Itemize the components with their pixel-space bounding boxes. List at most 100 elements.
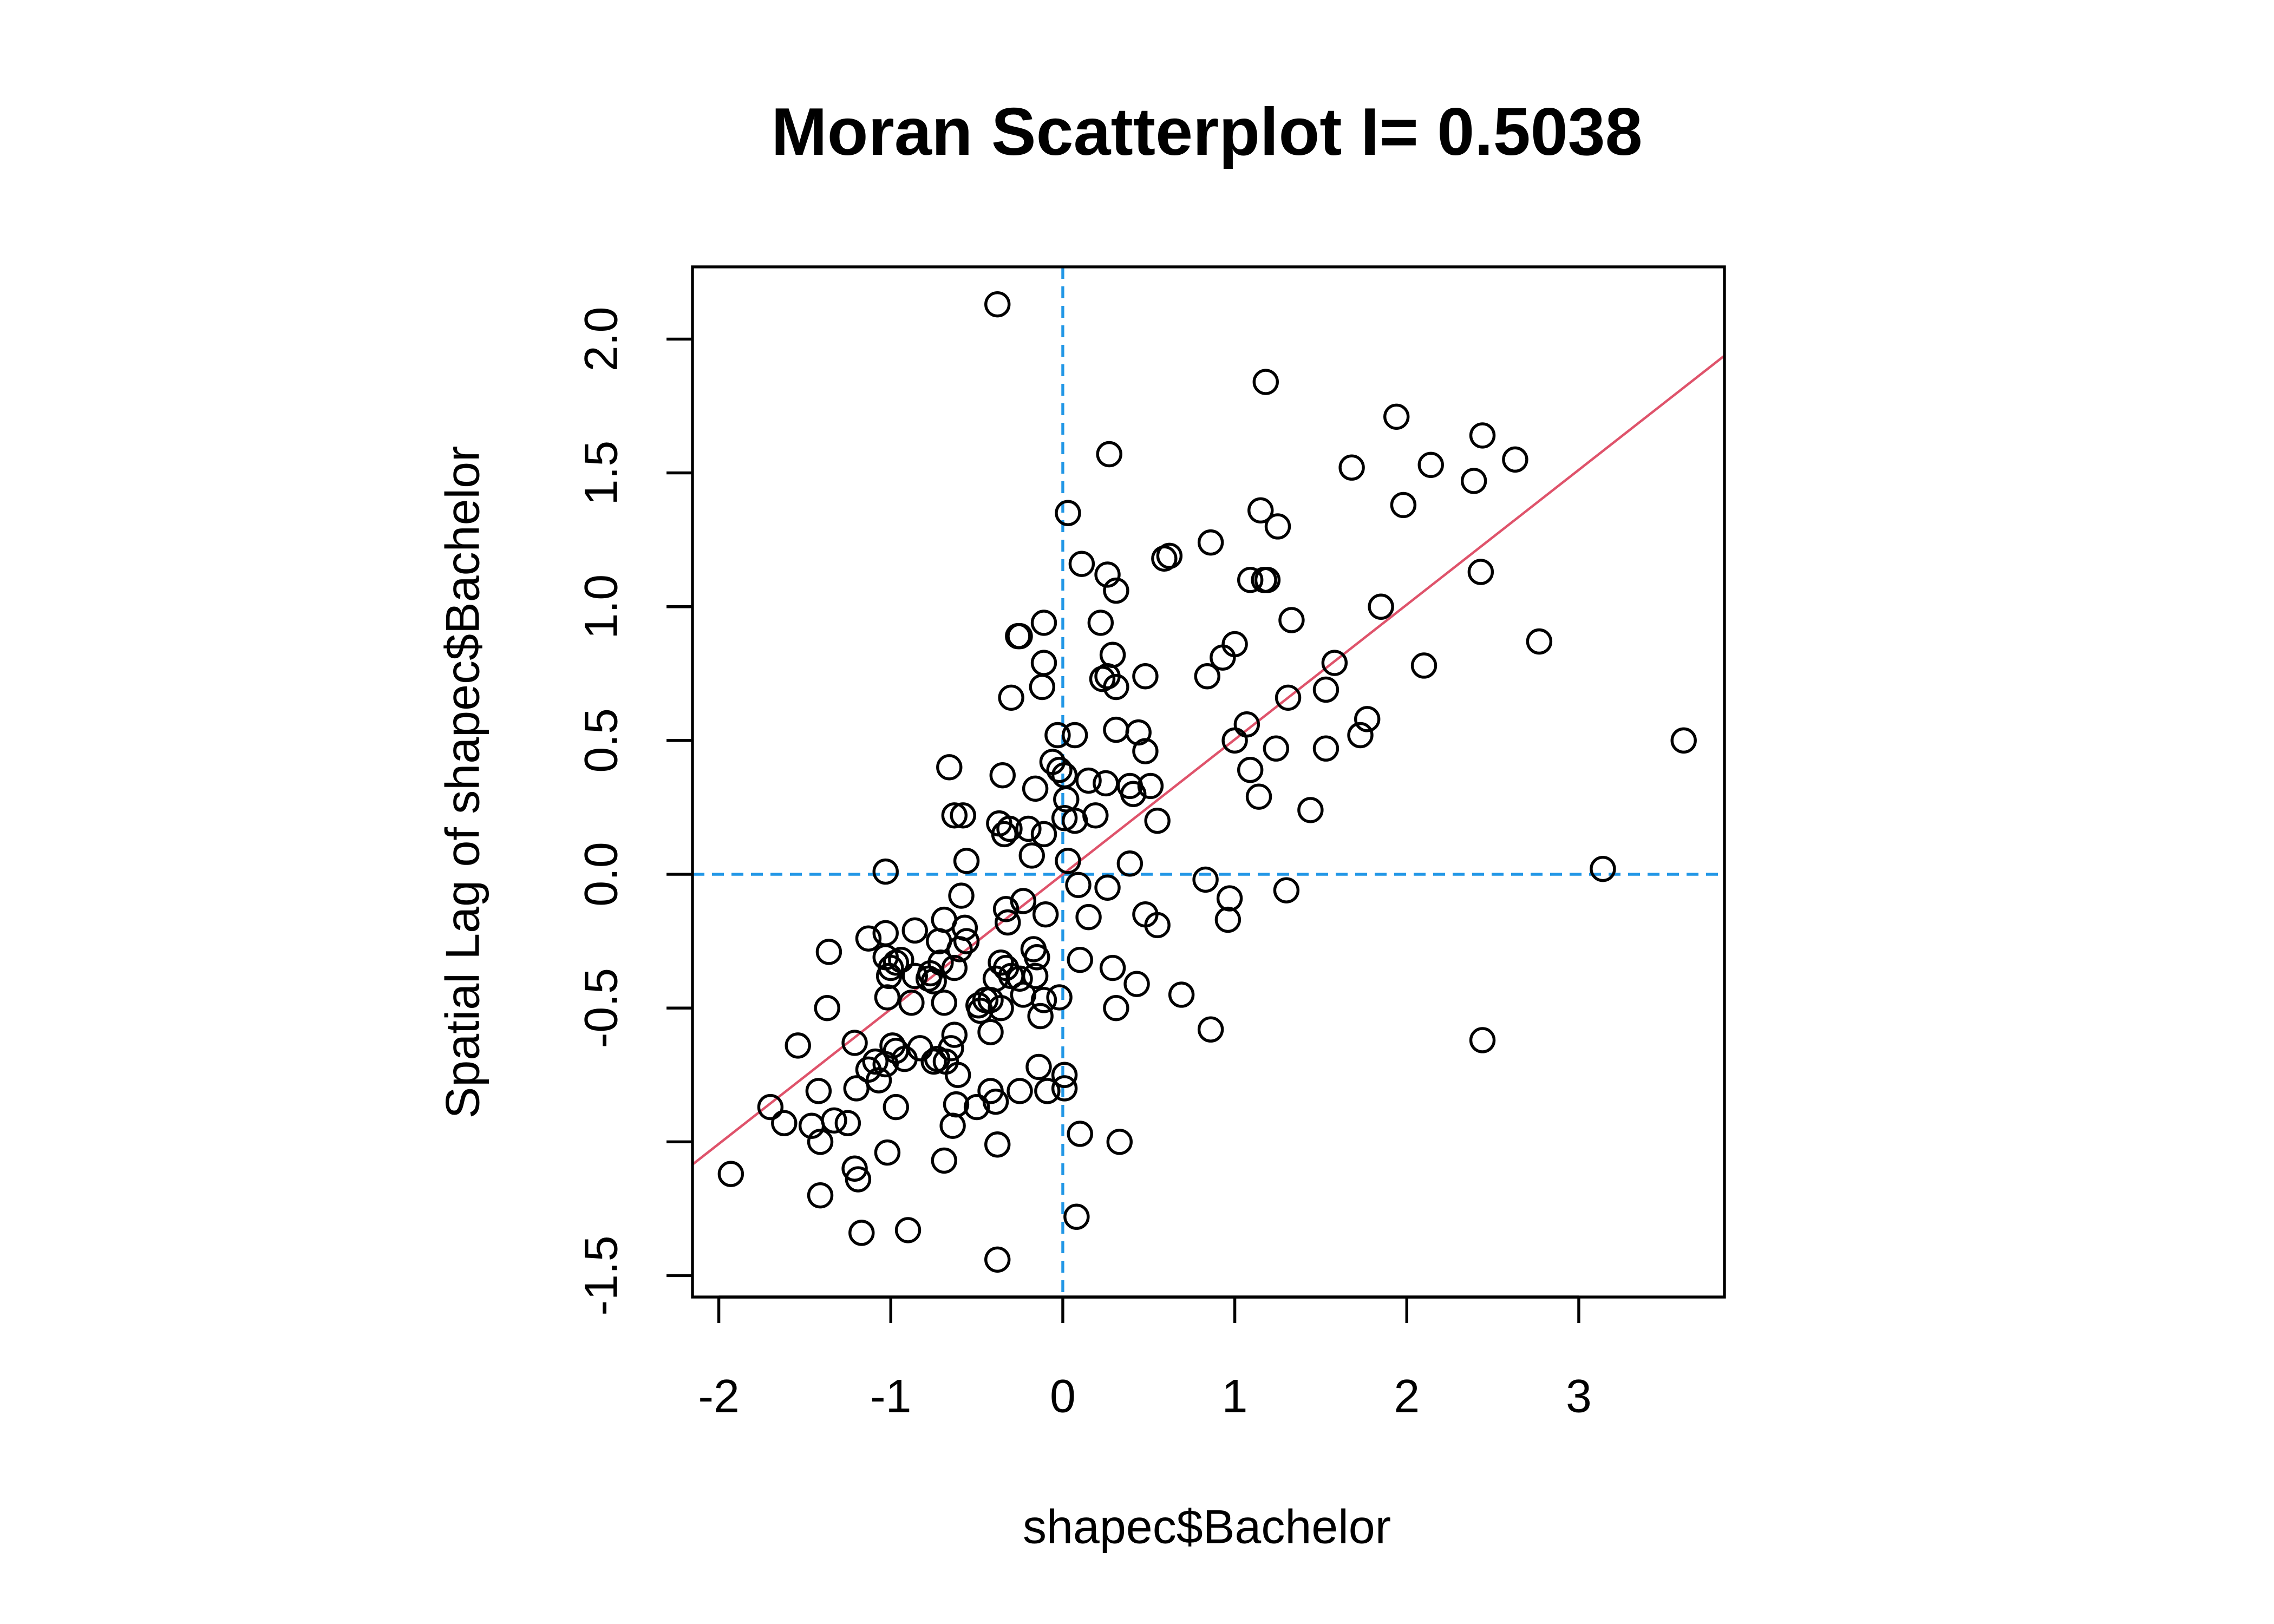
point [1194, 663, 1220, 690]
point [848, 1220, 875, 1246]
point [998, 684, 1024, 711]
point [807, 1129, 834, 1155]
x-tick-label: 0 [1050, 1371, 1076, 1423]
point [898, 990, 925, 1016]
point [785, 1032, 811, 1059]
point [1063, 1203, 1090, 1230]
point [989, 762, 1016, 789]
point [1132, 663, 1159, 690]
point [894, 1217, 922, 1243]
y-axis-label: Spatial Lag of shapec$Bachelor [435, 446, 489, 1119]
point [944, 1062, 971, 1088]
y-tick-label: 0.5 [576, 708, 628, 773]
chart-title: Moran Scatterplot I= 0.5038 [771, 95, 1642, 169]
point [1383, 403, 1410, 430]
point [834, 1110, 861, 1136]
y-tick-label: -0.5 [576, 968, 628, 1048]
y-tick-label: 0.0 [576, 842, 628, 907]
point [1068, 551, 1095, 577]
point [841, 1030, 868, 1056]
point [1469, 1027, 1496, 1053]
point [1390, 492, 1417, 519]
point [941, 954, 968, 981]
point [1670, 727, 1697, 754]
point [1247, 497, 1274, 523]
point [1263, 735, 1290, 762]
point [1067, 946, 1093, 973]
point [1106, 1129, 1133, 1155]
point [1151, 545, 1178, 572]
point [874, 984, 901, 1011]
point [1094, 874, 1121, 901]
point [1502, 446, 1528, 473]
point [1027, 1003, 1054, 1030]
point [1096, 441, 1122, 468]
point [1046, 757, 1073, 783]
point [1251, 567, 1277, 593]
point [874, 1139, 901, 1166]
point [865, 1067, 892, 1093]
x-tick-label: 3 [1566, 1371, 1592, 1423]
x-tick-label: 1 [1222, 1371, 1248, 1423]
point [1061, 807, 1088, 834]
point [872, 858, 899, 885]
point [805, 1078, 832, 1104]
point [920, 1048, 947, 1075]
point [1034, 1078, 1061, 1104]
point [1354, 706, 1381, 732]
point [920, 968, 947, 994]
point [1055, 500, 1081, 526]
point [815, 939, 842, 965]
point [1526, 628, 1553, 655]
point [1075, 767, 1102, 794]
point [855, 925, 882, 952]
point [1144, 912, 1171, 939]
x-tick-label: 2 [1394, 1371, 1420, 1423]
point [807, 1182, 834, 1209]
point [845, 1166, 872, 1193]
point [1103, 994, 1129, 1021]
point [1061, 722, 1088, 749]
point [1590, 855, 1616, 882]
point [757, 1093, 784, 1121]
point [1264, 513, 1291, 540]
point [1103, 577, 1129, 604]
point [953, 848, 980, 874]
point [1065, 872, 1092, 899]
point [1252, 369, 1279, 395]
point [931, 990, 957, 1016]
point [1469, 422, 1496, 449]
point [1137, 772, 1164, 800]
point [931, 1147, 957, 1174]
point [950, 802, 976, 829]
point [1120, 781, 1147, 807]
point [984, 1131, 1011, 1158]
point [1025, 1053, 1052, 1081]
point [1144, 807, 1171, 834]
point [888, 946, 914, 973]
point [843, 1075, 870, 1102]
point [1214, 906, 1241, 933]
y-tick-label: -1.5 [576, 1235, 628, 1315]
point [862, 1048, 888, 1075]
point [1297, 797, 1324, 823]
point [1030, 821, 1057, 848]
point [1094, 561, 1121, 588]
x-tick-label: -1 [870, 1371, 911, 1423]
point [1197, 1016, 1224, 1043]
point [1029, 673, 1056, 700]
point [1093, 770, 1119, 797]
point [984, 1246, 1011, 1273]
point [1210, 644, 1236, 671]
point [1338, 454, 1365, 481]
point [948, 882, 975, 909]
x-tick-label: -2 [698, 1371, 739, 1423]
point [883, 1093, 909, 1121]
point [1067, 1121, 1093, 1147]
point [814, 994, 840, 1021]
point [1275, 684, 1302, 711]
point [1237, 567, 1264, 593]
point [1051, 805, 1078, 831]
